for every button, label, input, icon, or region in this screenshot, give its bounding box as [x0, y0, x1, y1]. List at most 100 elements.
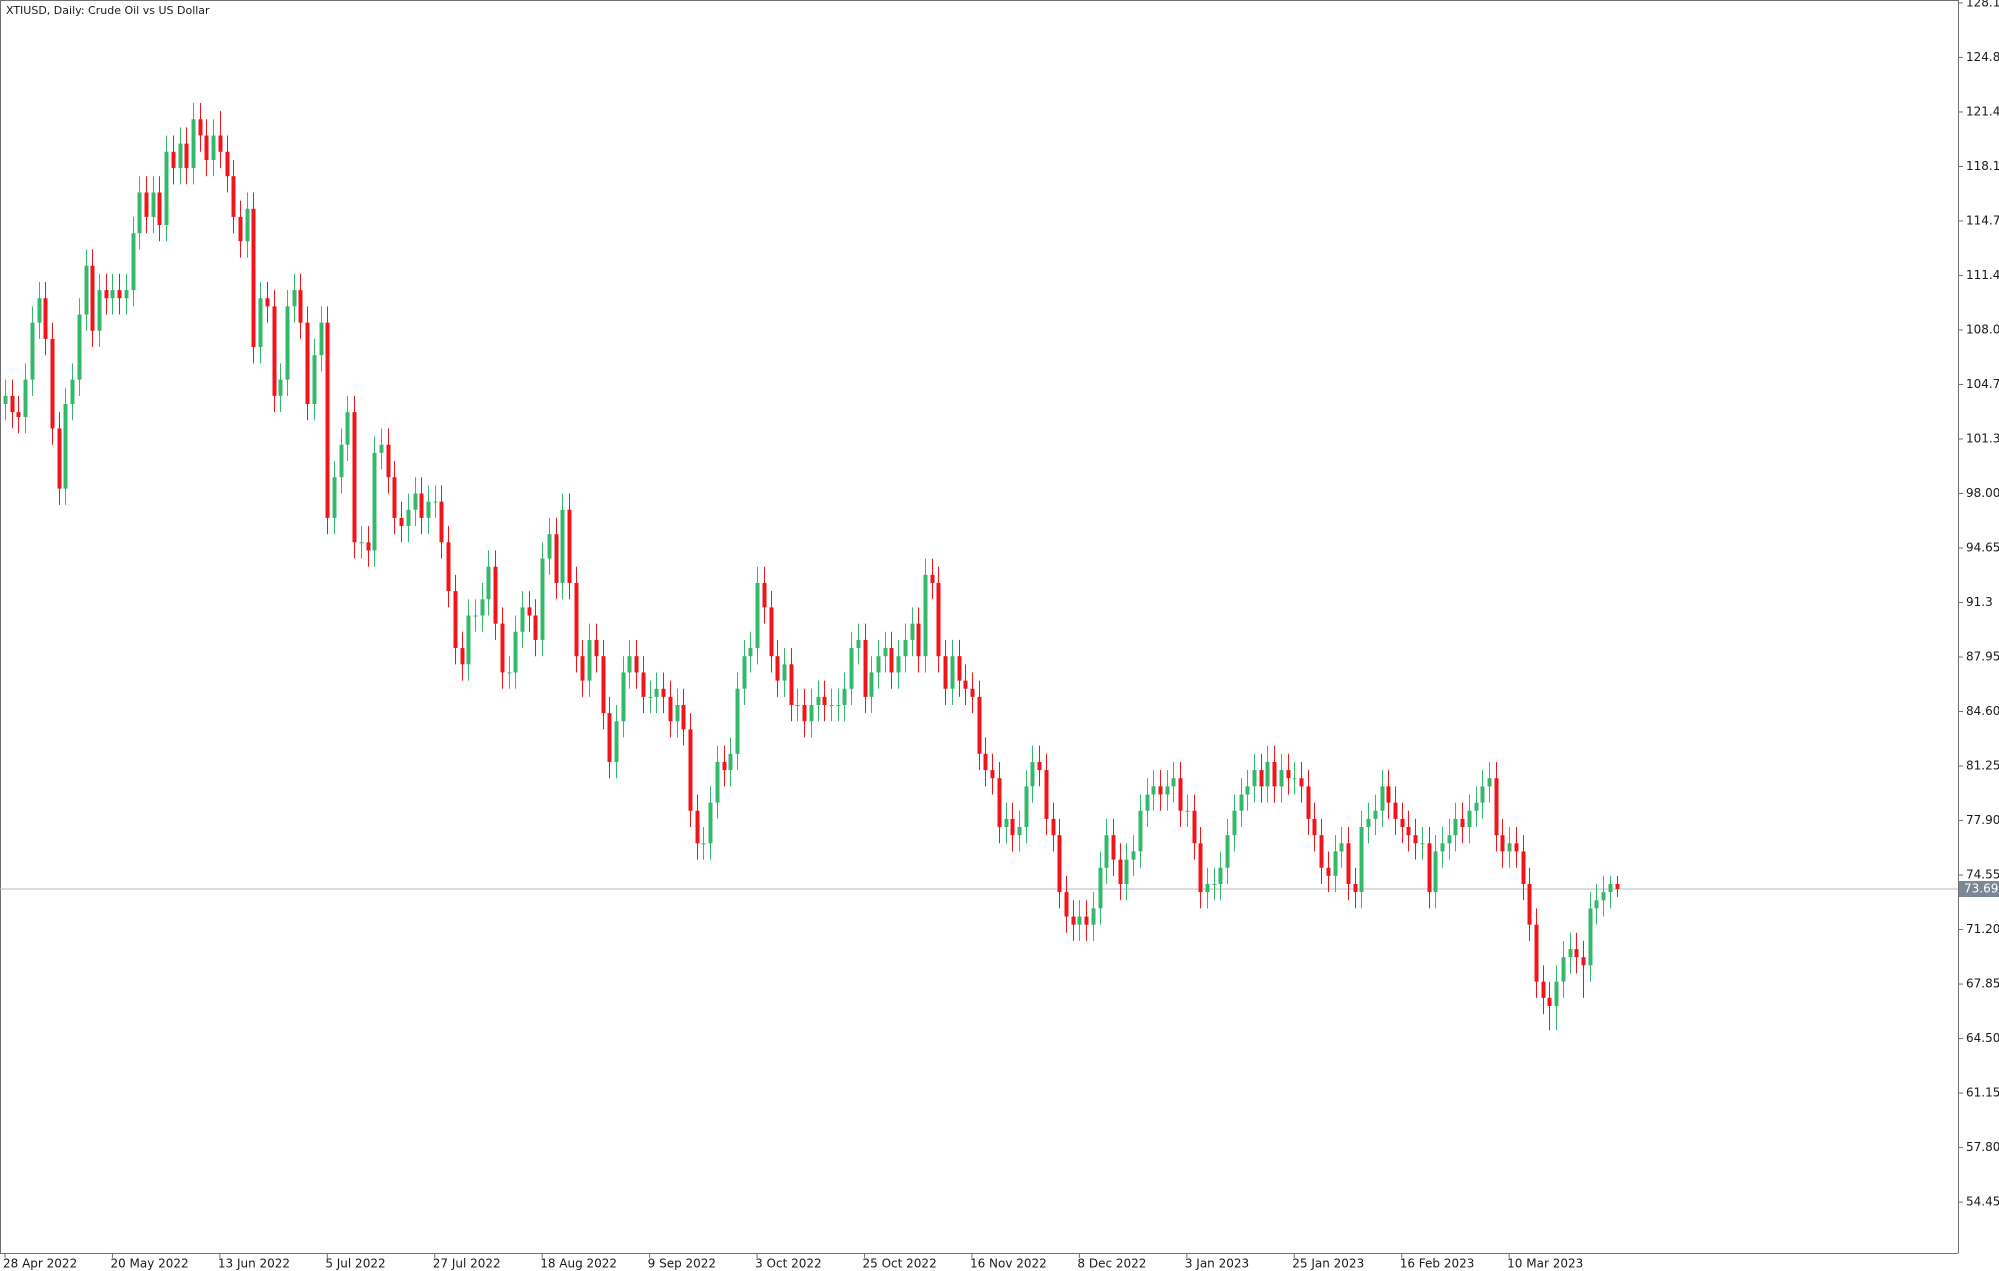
candle-body — [319, 322, 324, 356]
candle-body — [997, 778, 1002, 828]
candle-body — [1279, 770, 1284, 787]
candle-body — [312, 355, 317, 404]
candle-body — [916, 623, 921, 657]
candle-body — [1413, 835, 1418, 844]
candle-body — [889, 648, 894, 673]
y-tick-label: 118.10 — [1966, 159, 1999, 173]
candle-body — [90, 265, 95, 331]
candle-body — [1581, 957, 1586, 966]
candle-body — [755, 582, 760, 649]
candle-body — [1601, 892, 1606, 901]
candle-body — [661, 688, 666, 697]
candle-body — [923, 574, 928, 657]
candle-body — [426, 501, 431, 518]
x-tick-label: 16 Nov 2022 — [970, 1257, 1047, 1271]
candle-body — [10, 395, 15, 413]
candle-body — [507, 672, 512, 674]
y-tick-label: 94.65 — [1966, 540, 1999, 554]
candle-body — [594, 639, 599, 657]
candle-body — [1615, 883, 1620, 890]
candle-body — [332, 477, 337, 518]
candle-body — [990, 770, 995, 779]
candle-body — [1292, 778, 1297, 780]
candle-body — [627, 656, 632, 673]
y-tick-label: 67.85 — [1966, 977, 1999, 991]
candle-body — [654, 688, 659, 697]
candle-body — [950, 656, 955, 689]
candle-body — [1406, 827, 1411, 836]
y-tick-label: 71.20 — [1966, 922, 1999, 936]
x-tick-label: 9 Sep 2022 — [648, 1257, 716, 1271]
candle-body — [849, 648, 854, 689]
candle-body — [191, 119, 196, 169]
candle-body — [816, 696, 821, 706]
candle-body — [30, 322, 35, 380]
candle-body — [728, 753, 733, 771]
candle-body — [1541, 981, 1546, 998]
candle-body — [607, 713, 612, 762]
candle-body — [352, 412, 357, 543]
candle-body — [1286, 770, 1291, 779]
candle-body — [493, 566, 498, 624]
candle-body — [1433, 851, 1438, 893]
candle-body — [1118, 859, 1123, 884]
candle-body — [1326, 867, 1331, 876]
candle-body — [1480, 786, 1485, 803]
candle-body — [748, 648, 753, 657]
y-tick-label: 64.50 — [1966, 1031, 1999, 1045]
y-tick-label: 111.40 — [1966, 268, 1999, 282]
candle-body — [1104, 835, 1109, 868]
candle-body — [84, 265, 89, 315]
candle-body — [1339, 843, 1344, 852]
candle-body — [1051, 818, 1056, 836]
candle-body — [722, 761, 727, 771]
candle-body — [110, 290, 115, 299]
candle-body — [1312, 818, 1317, 836]
candle-body — [1366, 818, 1371, 828]
candle-body — [272, 306, 277, 396]
candle-body — [157, 192, 162, 226]
candle-body — [57, 428, 62, 489]
candle-body — [1232, 810, 1237, 836]
candle-body — [1353, 883, 1358, 893]
candle-body — [218, 135, 223, 152]
candle-body — [339, 444, 344, 478]
candle-body — [278, 379, 283, 396]
y-tick-label: 77.90 — [1966, 813, 1999, 827]
candle-body — [1547, 997, 1552, 1007]
x-tick-label: 16 Feb 2023 — [1400, 1257, 1475, 1271]
candle-body — [863, 639, 868, 697]
candle-body — [614, 721, 619, 762]
candle-body — [675, 705, 680, 722]
candle-body — [1346, 843, 1351, 884]
candle-body — [1487, 778, 1492, 787]
candle-body — [1467, 810, 1472, 828]
candle-body — [957, 656, 962, 681]
candle-body — [117, 290, 122, 299]
candle-body — [983, 753, 988, 771]
candle-body — [164, 151, 169, 226]
candle-body — [43, 298, 48, 339]
candle-body — [1017, 827, 1022, 836]
candle-body — [292, 290, 297, 307]
candle-body — [1272, 761, 1277, 787]
candle-body — [1474, 802, 1479, 811]
candle-body — [406, 509, 411, 527]
candle-body — [1205, 883, 1210, 893]
y-tick-label: 91.3 — [1966, 595, 1993, 609]
chart-title: XTIUSD, Daily: Crude Oil vs US Dollar — [6, 4, 210, 17]
candle-body — [1212, 883, 1217, 885]
candle-body — [943, 656, 948, 689]
candle-body — [742, 656, 747, 689]
candle-body — [1259, 770, 1264, 787]
candle-body — [520, 607, 525, 632]
candle-body — [258, 298, 263, 348]
y-tick-label: 61.15 — [1966, 1086, 1999, 1100]
candle-body — [453, 591, 458, 649]
candle-body — [1239, 794, 1244, 811]
candle-body — [16, 412, 21, 418]
candle-body — [876, 656, 881, 673]
y-tick-label: 128.15 — [1966, 0, 1999, 9]
